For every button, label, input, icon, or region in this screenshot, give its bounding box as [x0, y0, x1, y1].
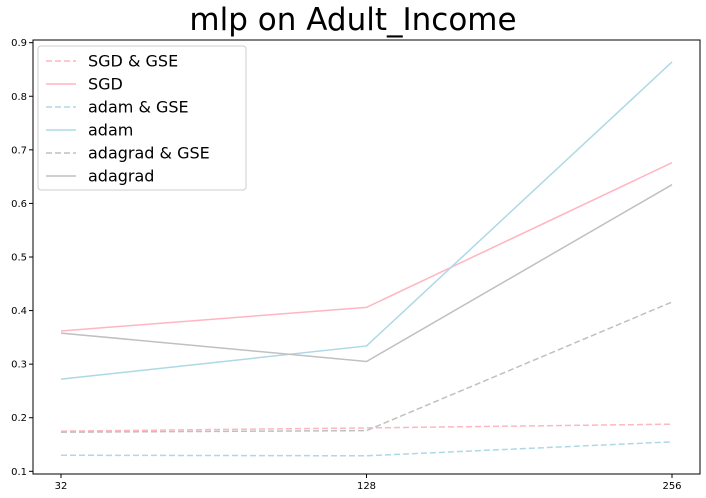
legend-label-0: SGD & GSE — [88, 52, 178, 71]
y-tick-label-3: 0.4 — [11, 306, 27, 317]
x-tick-label-2: 256 — [662, 481, 681, 492]
legend-label-2: adam & GSE — [88, 98, 189, 117]
x-tick-label-1: 128 — [357, 481, 376, 492]
series-line-4 — [60, 301, 673, 433]
chart-title: mlp on Adult_Income — [189, 2, 517, 38]
y-tick-label-5: 0.6 — [11, 199, 27, 210]
legend-label-4: adagrad & GSE — [88, 144, 210, 163]
y-tick-label-7: 0.8 — [11, 92, 27, 103]
legend-label-5: adagrad — [88, 167, 154, 186]
legend-box — [37, 45, 247, 191]
axes-layer: 0.1 0.2 0.3 0.4 0.5 0.6 0.7 0.8 0.9 32 128 256 — [11, 38, 701, 492]
series-line-0 — [60, 423, 673, 432]
y-tick-label-8: 0.9 — [11, 38, 27, 49]
legend-label-3: adam — [88, 121, 133, 140]
y-tick-label-1: 0.2 — [11, 413, 27, 424]
y-tick-label-2: 0.3 — [11, 360, 27, 371]
series-line-1 — [60, 162, 673, 332]
series-line-3 — [60, 61, 673, 380]
y-tick-label-4: 0.5 — [11, 253, 27, 264]
legend-label-1: SGD — [88, 75, 123, 94]
y-tick-label-6: 0.7 — [11, 145, 27, 156]
series-layer — [60, 61, 673, 457]
y-tick-label-0: 0.1 — [11, 467, 27, 478]
legend: SGD & GSE SGD adam & GSE adam adagrad & GSE a… — [37, 45, 247, 191]
series-line-2 — [60, 441, 673, 457]
x-tick-label-0: 32 — [55, 481, 68, 492]
series-line-5 — [60, 184, 673, 363]
